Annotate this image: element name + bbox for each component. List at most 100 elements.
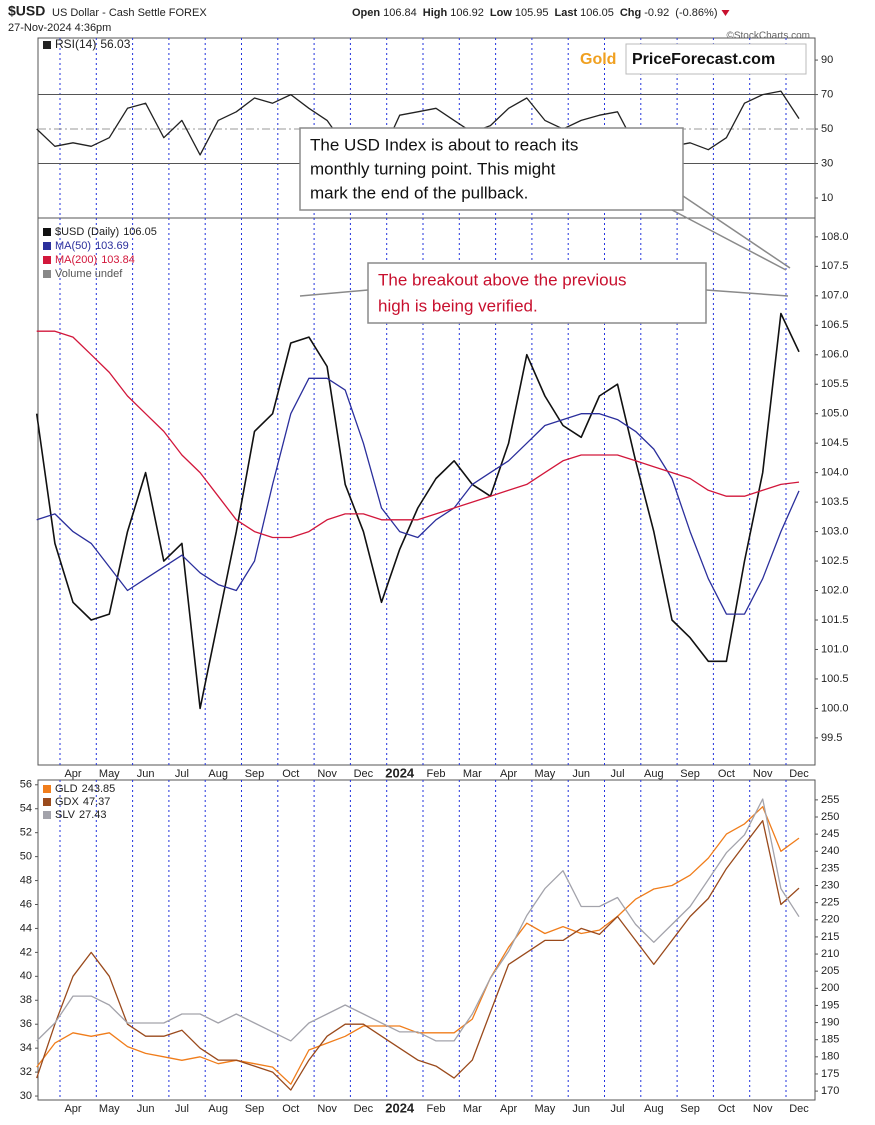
y-tick-label: 90 [821, 54, 833, 66]
logo-text: PriceForecast.com [632, 51, 775, 68]
legend-label: $USD (Daily) [55, 226, 119, 238]
series-line [36, 820, 800, 1091]
y-tick-label: 100.5 [821, 673, 849, 685]
x-tick-label: Jul [175, 1103, 189, 1115]
y-tick-label: 107.0 [821, 290, 849, 302]
legend-swatch [43, 798, 51, 806]
legend-label: GDX [55, 796, 80, 808]
y-tick-label: 107.5 [821, 260, 849, 272]
x-tick-label: Dec [789, 768, 809, 780]
y-tick-label: 225 [821, 897, 839, 909]
callout-text: The breakout above the previous [378, 270, 627, 289]
legend-swatch [43, 785, 51, 793]
y-tick-label: 105.0 [821, 408, 849, 420]
legend-value: 106.05 [123, 226, 157, 238]
x-tick-label: Oct [282, 768, 299, 780]
y-tick-label: 50 [20, 851, 32, 863]
y-tick-label: 30 [20, 1090, 32, 1102]
legend-label: MA(50) [55, 240, 91, 252]
quote-label: Open [352, 7, 380, 19]
y-tick-label: 32 [20, 1066, 32, 1078]
x-tick-label: May [535, 768, 556, 780]
callout-pointer [705, 289, 789, 297]
quote-value: 106.92 [450, 7, 484, 19]
x-tick-label: Sep [245, 1103, 265, 1115]
x-tick-label: Jul [610, 768, 624, 780]
x-tick-label: Dec [354, 1103, 374, 1115]
quote-value: 105.95 [515, 7, 549, 19]
x-tick-label: Oct [282, 1103, 299, 1115]
y-tick-label: 106.0 [821, 349, 849, 361]
panel-frame [37, 217, 816, 766]
x-tick-label: May [99, 768, 120, 780]
legend-value: 103.69 [95, 240, 129, 252]
y-tick-label: 56 [20, 779, 32, 791]
y-tick-label: 70 [821, 88, 833, 100]
y-tick-label: 50 [821, 123, 833, 135]
y-tick-label: 36 [20, 1018, 32, 1030]
x-tick-label: Jul [175, 768, 189, 780]
down-triangle [721, 10, 730, 16]
y-tick-label: 250 [821, 811, 839, 823]
legend-swatch [43, 811, 51, 819]
x-tick-label: May [535, 1103, 556, 1115]
legend-label: Volume undef [55, 268, 123, 280]
x-tick-label: Apr [500, 1103, 517, 1115]
legend-swatch [43, 242, 51, 250]
legend-swatch [43, 41, 51, 49]
x-tick-label: Sep [680, 768, 700, 780]
callout-box [367, 262, 707, 324]
x-tick-label: Oct [718, 768, 735, 780]
y-tick-label: 102.5 [821, 555, 849, 567]
y-tick-label: 52 [20, 827, 32, 839]
quote-value: 106.05 [580, 7, 614, 19]
x-tick-label: Jun [572, 768, 590, 780]
y-tick-label: 235 [821, 862, 839, 874]
y-tick-label: 54 [20, 803, 32, 815]
series-line [36, 330, 800, 539]
callout-text: high is being verified. [378, 296, 538, 315]
y-tick-label: 42 [20, 946, 32, 958]
legend-value: 27.43 [79, 809, 107, 821]
y-tick-label: 46 [20, 898, 32, 910]
legend-value: 47.37 [83, 796, 111, 808]
y-tick-label: 38 [20, 994, 32, 1006]
y-tick-label: 40 [20, 970, 32, 982]
quote-label: Last [555, 7, 578, 19]
x-tick-label: May [99, 1103, 120, 1115]
x-tick-label: Mar [463, 1103, 482, 1115]
y-tick-label: 210 [821, 948, 839, 960]
callout-pointer [671, 209, 787, 271]
logo-gold: Gold [580, 51, 616, 68]
timestamp: 27-Nov-2024 4:36pm [8, 22, 111, 34]
x-tick-label: Jun [572, 1103, 590, 1115]
quote-label: Chg [620, 7, 641, 19]
series-line [36, 798, 800, 1042]
panel: Apr May Jun Jul Aug Sep Oct Nov Dec 2024 Feb Mar Apr… [20, 779, 840, 1116]
callout-box [299, 127, 684, 211]
y-tick-label: 195 [821, 999, 839, 1011]
y-tick-label: 170 [821, 1085, 839, 1097]
y-tick-label: 240 [821, 845, 839, 857]
watermark: ©StockCharts.com [726, 31, 810, 42]
callout-text: The USD Index is about to reach its [310, 135, 578, 154]
legend-swatch [43, 228, 51, 236]
x-tick-label: Aug [644, 768, 664, 780]
legend-swatch [43, 256, 51, 264]
y-tick-label: 215 [821, 931, 839, 943]
logo-box [625, 43, 807, 75]
y-tick-label: 230 [821, 879, 839, 891]
y-tick-label: 190 [821, 1016, 839, 1028]
callout-text: mark the end of the pullback. [310, 183, 528, 202]
x-tick-label: Dec [789, 1103, 809, 1115]
callout-pointer [299, 289, 369, 297]
y-tick-label: 175 [821, 1068, 839, 1080]
legend-value: 243.85 [82, 783, 116, 795]
legend-value: 56.03 [100, 37, 130, 51]
x-tick-label: Jul [610, 1103, 624, 1115]
y-tick-label: 99.5 [821, 732, 842, 744]
y-tick-label: 105.5 [821, 378, 849, 390]
y-tick-label: 10 [821, 192, 833, 204]
x-tick-label: Oct [718, 1103, 735, 1115]
